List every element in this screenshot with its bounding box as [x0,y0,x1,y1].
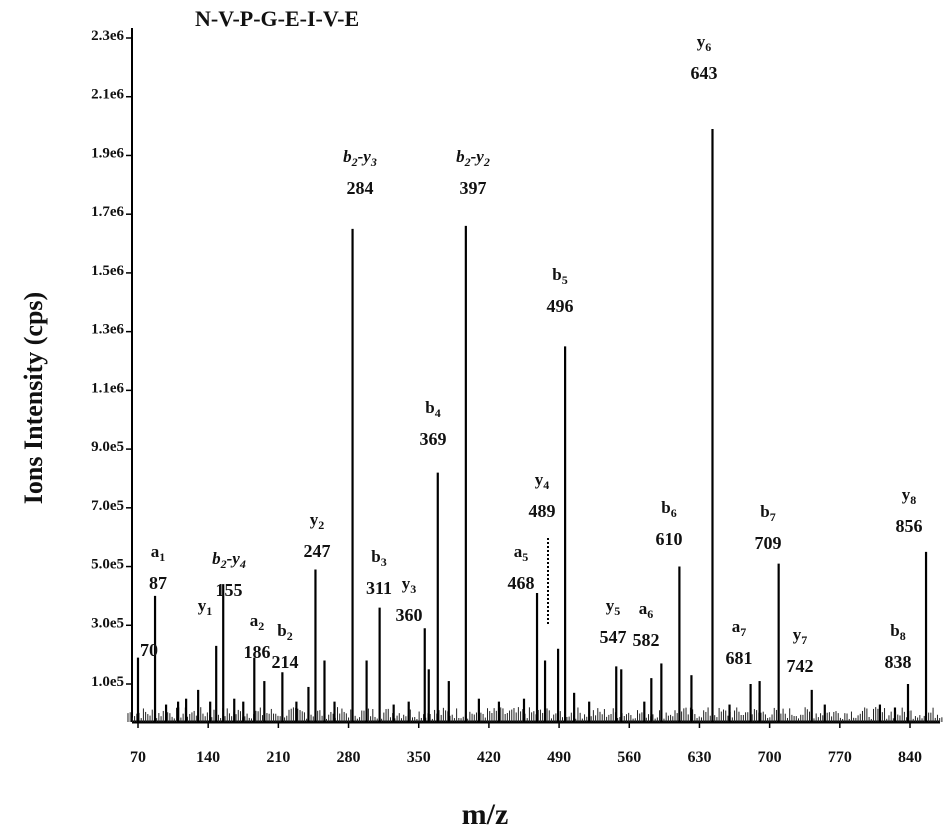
peak-ion-label: y2 [310,510,325,532]
x-tick-label: 770 [828,749,852,766]
peak-ion-label: a7 [732,617,747,639]
peak-mz-label: 186 [244,642,271,662]
y-tick-label: 9.0e5 [91,439,124,455]
peak-ion-label: a6 [639,599,654,621]
peak-ion-label: b2 [277,621,292,643]
x-tick-label: 420 [477,749,501,766]
peak-ion-label: a5 [514,542,529,564]
y-tick-label: 5.0e5 [91,557,124,573]
peak-mz-label: 610 [656,529,683,549]
peak-mz-label: 547 [600,627,627,647]
peak-mz-label: 681 [726,648,753,668]
y-tick-label: 1.3e6 [91,322,124,338]
peak-ion-label: y3 [402,574,417,596]
peak-ion-label: b2-y2 [456,147,490,169]
peak-mz-label: 838 [885,652,912,672]
y-tick-label: 3.0e5 [91,615,124,631]
peak-ion-label: b2-y3 [343,147,377,169]
x-tick-label: 700 [758,749,782,766]
y-tick-label: 2.1e6 [91,87,124,103]
peak-mz-label: 489 [529,501,556,521]
x-tick-label: 630 [687,749,711,766]
y-tick-label: 1.1e6 [91,380,124,396]
peak-mz-label: 87 [149,573,167,593]
peak-mz-label: 856 [896,516,923,536]
peak-ion-label: y5 [606,596,621,618]
peak-ion-label: y1 [198,596,213,618]
chart-title: N-V-P-G-E-I-V-E [195,6,360,31]
peak-mz-label: 643 [691,63,718,83]
peak-ion-label: b7 [760,502,775,524]
x-tick-label: 840 [898,749,922,766]
peak-ion-label: b2-y4 [212,549,246,571]
y-tick-label: 1.0e5 [91,674,124,690]
x-tick-label: 210 [266,749,290,766]
peak-ion-label: y7 [793,625,808,647]
peak-mz-label: 247 [304,541,331,561]
peak-ion-label: y4 [535,470,550,492]
peak-mz-label: 582 [633,630,660,650]
peak-ion-label: b4 [425,398,440,420]
peak-mz-label: 284 [347,178,374,198]
peak-ion-label: a2 [250,611,265,633]
y-tick-label: 1.9e6 [91,145,124,161]
y-tick-label: 1.7e6 [91,204,124,220]
x-tick-label: 490 [547,749,571,766]
peak-mz-label: 311 [366,578,392,598]
peak-mz-label: 397 [460,178,487,198]
x-tick-label: 140 [196,749,220,766]
x-tick-label: 70 [130,749,146,766]
peak-mz-label: 369 [420,429,447,449]
peak-mz-label: 496 [547,296,574,316]
y-tick-label: 7.0e5 [91,498,124,514]
y-tick-label: 1.5e6 [91,263,124,279]
peak-ion-label: b5 [552,265,567,287]
peak-mz-label: 155 [216,580,243,600]
peak-ion-label: b8 [890,621,905,643]
y-tick-label: 2.3e6 [91,28,124,44]
x-axis-label: m/z [461,798,509,831]
peak-ion-label: a1 [151,542,166,564]
peak-mz-label: 360 [396,605,423,625]
peak-mz-label: 709 [755,533,782,553]
peak-ion-label: b6 [661,498,676,520]
peak-mz-label: 742 [787,656,814,676]
peak-ion-label: b3 [371,547,386,569]
x-tick-label: 560 [617,749,641,766]
peak-ion-label: y8 [902,485,917,507]
peak-ion-label: y6 [697,32,712,54]
peak-mz-label: 214 [272,652,299,672]
x-tick-label: 350 [407,749,431,766]
peak-mz-label: 70 [140,640,158,660]
x-tick-label: 280 [337,749,361,766]
peak-mz-label: 468 [508,573,535,593]
